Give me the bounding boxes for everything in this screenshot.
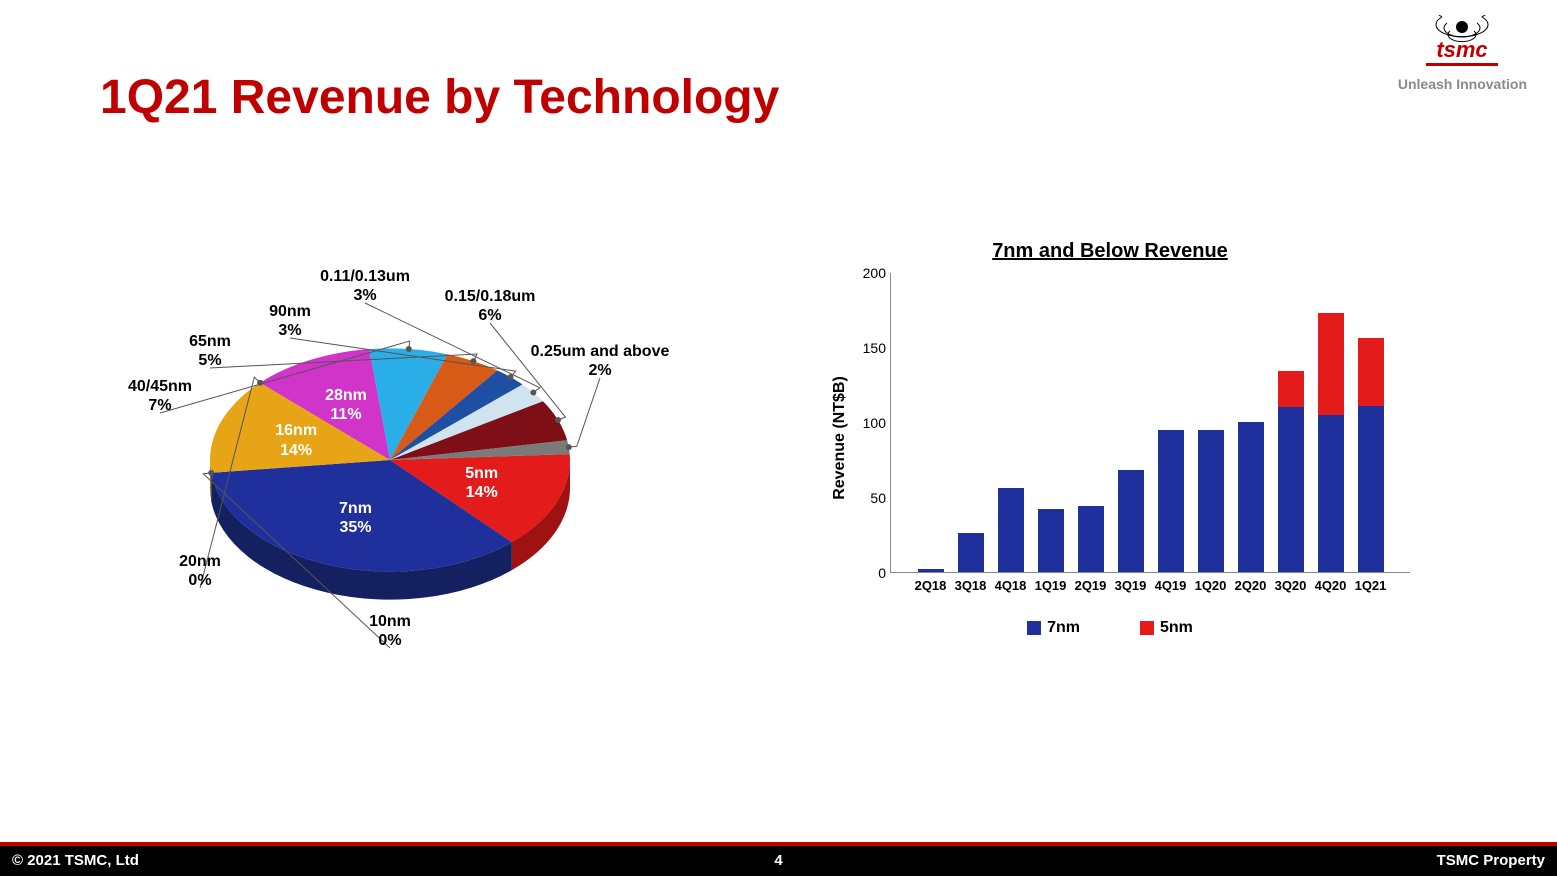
bar-segment xyxy=(1358,406,1384,573)
bar-y-tick: 200 xyxy=(850,265,886,281)
bar-y-tick: 0 xyxy=(850,565,886,581)
page-title: 1Q21 Revenue by Technology xyxy=(100,70,779,125)
bar-segment xyxy=(1158,430,1184,573)
pie-slice-label: 40/45nm7% xyxy=(128,377,192,415)
bar-segment xyxy=(1078,506,1104,572)
bar-x-tick: 3Q20 xyxy=(1275,578,1307,593)
bar-x-tick: 4Q19 xyxy=(1155,578,1187,593)
pie-slice-label: 16nm14% xyxy=(275,421,317,459)
footer-property: TSMC Property xyxy=(1437,846,1545,876)
bar-plot: 2Q183Q184Q181Q192Q193Q194Q191Q202Q203Q20… xyxy=(890,273,1410,573)
legend-item: 7nm xyxy=(1027,619,1080,636)
footer-bar: © 2021 TSMC, Ltd 4 TSMC Property xyxy=(0,846,1557,876)
bar-segment xyxy=(1278,371,1304,407)
pie-slice-label: 90nm3% xyxy=(269,302,311,340)
bar-x-tick: 1Q21 xyxy=(1355,578,1387,593)
bar-x-tick: 1Q20 xyxy=(1195,578,1227,593)
bar-x-tick: 4Q18 xyxy=(995,578,1027,593)
bar-x-tick: 3Q18 xyxy=(955,578,987,593)
pie-slice-label: 10nm0% xyxy=(369,612,411,650)
company-logo: tsmc Unleash Innovation xyxy=(1398,15,1527,92)
bar-segment xyxy=(958,533,984,572)
footer-page-number: 4 xyxy=(774,846,782,876)
bar-segment xyxy=(1318,313,1344,415)
bar-y-tick: 100 xyxy=(850,415,886,431)
bar-segment xyxy=(998,488,1024,572)
tsmc-logo-icon: tsmc xyxy=(1412,15,1512,70)
bar-segment xyxy=(1238,422,1264,572)
svg-text:tsmc: tsmc xyxy=(1437,37,1488,62)
bar-segment xyxy=(1318,415,1344,573)
bar-y-tick: 150 xyxy=(850,340,886,356)
bar-segment xyxy=(1198,430,1224,573)
footer-copyright: © 2021 TSMC, Ltd xyxy=(12,846,139,876)
pie-slice-label: 28nm11% xyxy=(325,386,367,424)
bar-x-tick: 2Q20 xyxy=(1235,578,1267,593)
bar-y-label: Revenue (NT$B) xyxy=(831,376,849,500)
pie-slice-label: 7nm35% xyxy=(339,498,372,536)
bar-x-tick: 3Q19 xyxy=(1115,578,1147,593)
bar-chart-area: Revenue (NT$B) 2Q183Q184Q181Q192Q193Q194… xyxy=(850,273,1410,603)
pie-slice-label: 20nm0% xyxy=(179,552,221,590)
pie-slice-label: 0.25um and above2% xyxy=(531,342,670,380)
pie-slice-label: 0.11/0.13um3% xyxy=(320,267,410,305)
bar-x-tick: 2Q19 xyxy=(1075,578,1107,593)
bar-x-tick: 1Q19 xyxy=(1035,578,1067,593)
pie-slice-label: 65nm5% xyxy=(189,332,231,370)
legend-swatch xyxy=(1140,621,1154,635)
bar-segment xyxy=(1038,509,1064,572)
bar-chart: 7nm and Below Revenue Revenue (NT$B) 2Q1… xyxy=(800,240,1420,660)
bar-legend: 7nm 5nm xyxy=(800,619,1420,637)
pie-slice-label: 5nm14% xyxy=(465,464,498,502)
bar-segment xyxy=(1358,338,1384,406)
bar-segment xyxy=(1118,470,1144,572)
legend-swatch xyxy=(1027,621,1041,635)
logo-tagline: Unleash Innovation xyxy=(1398,76,1527,92)
pie-slice-label: 0.15/0.18um6% xyxy=(445,287,536,325)
bar-chart-title: 7nm and Below Revenue xyxy=(800,240,1420,263)
bar-y-tick: 50 xyxy=(850,490,886,506)
bar-segment xyxy=(918,569,944,572)
bar-segment xyxy=(1278,407,1304,572)
pie-chart: 5nm14% 7nm35% 10nm0% 16nm14% 20nm0% 28nm11% 40… xyxy=(130,260,730,680)
bar-x-tick: 2Q18 xyxy=(915,578,947,593)
bar-x-tick: 4Q20 xyxy=(1315,578,1347,593)
legend-item: 5nm xyxy=(1140,619,1193,636)
